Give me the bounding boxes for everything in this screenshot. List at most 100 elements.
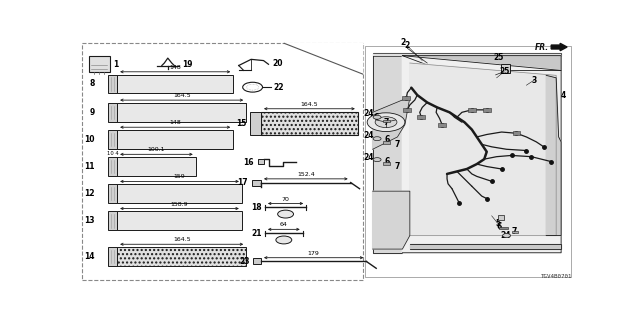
Text: 100.1: 100.1 [148,147,165,152]
Bar [499,227,508,228]
Bar [108,184,117,203]
Text: 179: 179 [308,251,319,256]
Bar [383,162,390,164]
Text: 6: 6 [385,157,390,166]
Text: 164.5: 164.5 [301,102,318,107]
Bar [117,247,246,266]
Text: 23: 23 [239,257,250,266]
Polygon shape [372,53,561,56]
Text: 24: 24 [364,109,374,118]
Bar [417,115,425,119]
Bar [365,46,571,277]
Bar [108,103,117,122]
Bar [500,64,509,73]
Text: 7: 7 [511,227,516,236]
Polygon shape [403,56,561,253]
Bar [252,180,261,186]
Polygon shape [551,43,567,51]
Text: 24: 24 [364,131,374,140]
Circle shape [276,236,292,244]
Text: 20: 20 [273,59,283,68]
Bar [257,159,264,164]
Bar [117,184,242,203]
Text: 25: 25 [493,53,503,62]
Text: 3: 3 [531,76,536,85]
Text: 152.4: 152.4 [297,172,315,177]
Text: TGV4B0701: TGV4B0701 [541,274,573,279]
Polygon shape [547,75,561,236]
Bar [83,43,363,280]
Text: 12: 12 [84,189,95,198]
Bar [403,108,412,112]
Text: 11: 11 [84,162,95,171]
Bar [483,108,491,112]
Text: 7: 7 [384,118,389,127]
Text: 24: 24 [500,231,511,240]
Text: 2: 2 [404,41,410,50]
Text: 24: 24 [364,153,374,163]
Bar [438,123,446,127]
Bar [403,96,410,100]
Bar [108,212,117,230]
Text: 17: 17 [237,178,248,187]
Bar [253,259,261,264]
Text: 164.5: 164.5 [173,93,191,98]
Text: 164.5: 164.5 [173,237,191,242]
Bar [383,120,390,122]
Circle shape [375,117,397,128]
Text: FR.: FR. [534,43,548,52]
Text: 159: 159 [173,174,186,180]
Bar [498,215,504,220]
Text: 14: 14 [84,252,95,261]
Bar [468,108,476,112]
Bar [108,157,117,176]
Text: 6: 6 [497,222,502,231]
Polygon shape [284,43,363,74]
Bar [108,130,117,149]
Text: 70: 70 [282,196,289,202]
Polygon shape [410,63,556,236]
Circle shape [373,115,381,119]
Text: 4: 4 [561,91,566,100]
Polygon shape [403,56,561,70]
Polygon shape [410,244,561,249]
Text: 22: 22 [273,83,284,92]
Circle shape [373,137,381,141]
Text: 15: 15 [236,119,246,128]
Circle shape [502,234,511,237]
Text: 7: 7 [395,140,400,149]
Text: 9: 9 [90,108,95,117]
Polygon shape [372,98,410,149]
Text: 8: 8 [90,79,95,89]
Bar [89,56,110,72]
Text: 2: 2 [401,38,406,47]
Text: 13: 13 [84,216,95,225]
Bar [117,130,233,149]
Bar [117,75,233,93]
Bar [250,112,261,135]
Text: 5: 5 [495,219,500,228]
Text: 158.9: 158.9 [171,202,188,207]
Text: 1: 1 [113,60,118,69]
Text: 6: 6 [385,135,390,144]
Bar [117,157,196,176]
Text: 148: 148 [170,120,181,125]
Bar [117,103,246,122]
Text: 16: 16 [243,158,253,167]
Bar [511,231,518,233]
Text: 25: 25 [499,67,509,76]
Text: 148: 148 [170,65,181,70]
Bar [261,112,358,135]
Circle shape [278,210,294,218]
Text: 18: 18 [252,203,262,212]
Circle shape [373,158,381,162]
Text: 64: 64 [280,222,288,228]
Text: 10: 10 [84,135,95,144]
Bar [513,131,520,135]
Text: 10 4: 10 4 [108,151,119,156]
Circle shape [367,113,405,132]
Text: 21: 21 [252,228,262,237]
Polygon shape [372,56,403,253]
Bar [108,75,117,93]
Text: 19: 19 [182,60,192,69]
